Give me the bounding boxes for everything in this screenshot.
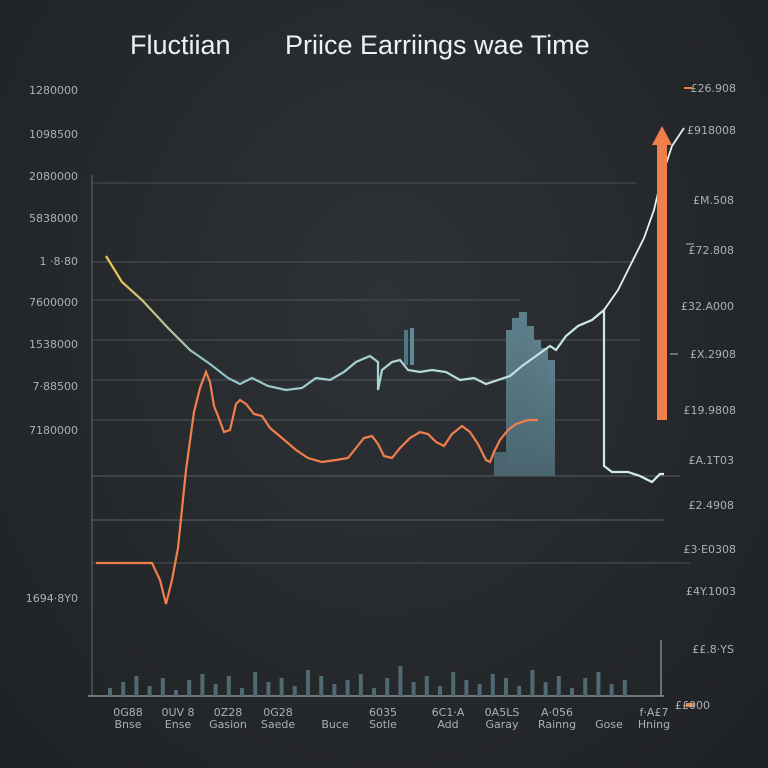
volume-bar xyxy=(438,686,442,696)
x-tick-bottom: Saede xyxy=(261,718,295,731)
volume-bar xyxy=(279,678,284,696)
series-line-orange xyxy=(96,368,538,605)
x-tick-bottom: Garay xyxy=(485,718,519,731)
volume-bar xyxy=(332,684,337,696)
y-tick-left: 2080000 xyxy=(29,170,78,183)
volume-bar xyxy=(543,682,548,696)
y-axis-left-ticks: 1280000 1098500 2080000 5838000 1 ·8·80 76000… xyxy=(26,84,78,605)
volume-bar xyxy=(556,676,561,696)
y-tick-right: £4Y.1003 xyxy=(686,585,736,598)
grid-lines xyxy=(92,182,690,564)
legend-swatch xyxy=(686,703,694,707)
volume-bar xyxy=(464,680,469,696)
x-tick-bottom: Gose xyxy=(595,718,623,731)
x-tick-top: 0A5LS xyxy=(485,706,520,719)
y-tick-left: 1280000 xyxy=(29,84,78,97)
x-tick-top: 6C1·A xyxy=(432,706,465,719)
x-tick-top: 6035 xyxy=(369,706,397,719)
volume-bar xyxy=(411,682,416,696)
y-tick-right: £M.508 xyxy=(693,194,734,207)
volume-bar xyxy=(240,688,244,696)
x-tick-bottom: Buce xyxy=(321,718,349,731)
volume-bar xyxy=(160,678,165,696)
volume-bar xyxy=(306,670,310,696)
x-tick-bottom: Sotle xyxy=(369,718,397,731)
volume-bar xyxy=(504,678,508,696)
y-tick-left: 1694·8Y0 xyxy=(26,592,78,605)
x-tick-top: 0G88 xyxy=(113,706,143,719)
x-tick-bottom: Rainng xyxy=(538,718,576,731)
volume-bar xyxy=(213,684,218,696)
y-tick-left: 5838000 xyxy=(29,212,78,225)
volume-bar xyxy=(292,686,297,696)
y-tick-left: 1538000 xyxy=(29,338,78,351)
volume-bar xyxy=(108,688,112,696)
y-tick-right: £3·E0308 xyxy=(684,543,736,556)
volume-bar xyxy=(570,688,574,696)
series-line-rise xyxy=(603,127,685,311)
volume-bar xyxy=(266,682,271,696)
volume-bar xyxy=(358,674,363,696)
volume-bar xyxy=(134,676,139,696)
volume-bar xyxy=(319,676,324,696)
volume-bar xyxy=(517,686,522,696)
x-tick-bottom: Hning xyxy=(638,718,670,731)
volume-bar xyxy=(253,672,258,696)
x-tick-top: 0G28 xyxy=(263,706,293,719)
y-tick-right: £918008 xyxy=(687,124,736,137)
volume-bars xyxy=(108,666,627,696)
y-tick-right: £X.2908 xyxy=(690,348,736,361)
highlight-bars xyxy=(404,312,555,476)
volume-bar xyxy=(596,672,601,696)
x-tick-top: f·A£7 xyxy=(640,706,669,719)
volume-bar xyxy=(583,678,588,696)
y-tick-right: ££000 xyxy=(675,699,710,712)
y-tick-right: ££.8·YS xyxy=(692,643,734,656)
volume-bar xyxy=(609,684,614,696)
chart-title-left: Fluctiian xyxy=(130,30,231,60)
volume-bar xyxy=(385,678,390,696)
volume-bar xyxy=(372,688,376,696)
y-tick-right: £72.808 xyxy=(689,244,735,257)
volume-bar xyxy=(121,682,126,696)
volume-bar xyxy=(398,666,403,696)
x-tick-top: 0UV 8 xyxy=(161,706,194,719)
y-tick-right: £19.9808 xyxy=(684,404,737,417)
x-tick-bottom: Bnse xyxy=(114,718,141,731)
volume-bar xyxy=(226,676,231,696)
chart-title-right: Priice Earriings wae Time xyxy=(285,30,590,60)
x-tick-top: 0Z28 xyxy=(214,706,243,719)
series-line-teal xyxy=(105,255,664,484)
volume-bar xyxy=(424,676,429,696)
volume-bar xyxy=(174,690,178,696)
volume-bar xyxy=(451,672,456,696)
volume-bar xyxy=(477,684,482,696)
y-tick-right: £26.908 xyxy=(691,82,737,95)
volume-bar xyxy=(490,674,495,696)
volume-bar xyxy=(622,680,627,696)
y-tick-left: 7·88500 xyxy=(33,380,79,393)
volume-bar xyxy=(147,686,152,696)
volume-bar xyxy=(187,680,192,696)
x-tick-bottom: Add xyxy=(437,718,458,731)
y-tick-left: 7600000 xyxy=(29,296,78,309)
x-tick-bottom: Gasion xyxy=(209,718,247,731)
trend-arrow xyxy=(652,126,672,420)
x-tick-bottom: Ense xyxy=(165,718,192,731)
y-tick-left: 1098500 xyxy=(29,128,78,141)
y-tick-right: £A.1T03 xyxy=(688,454,734,467)
y-axis-right-ticks: £26.908 £918008 £M.508 £72.808 £32.A000 £X.29… xyxy=(675,82,736,712)
y-tick-left: 7180000 xyxy=(29,424,78,437)
x-tick-top: A·056 xyxy=(541,706,573,719)
volume-bar xyxy=(200,674,205,696)
y-tick-right: £32.A000 xyxy=(681,300,734,313)
volume-bar xyxy=(530,670,535,696)
y-tick-left: 1 ·8·80 xyxy=(40,255,78,268)
volume-bar xyxy=(345,680,350,696)
y-tick-right: £2.4908 xyxy=(689,499,735,512)
